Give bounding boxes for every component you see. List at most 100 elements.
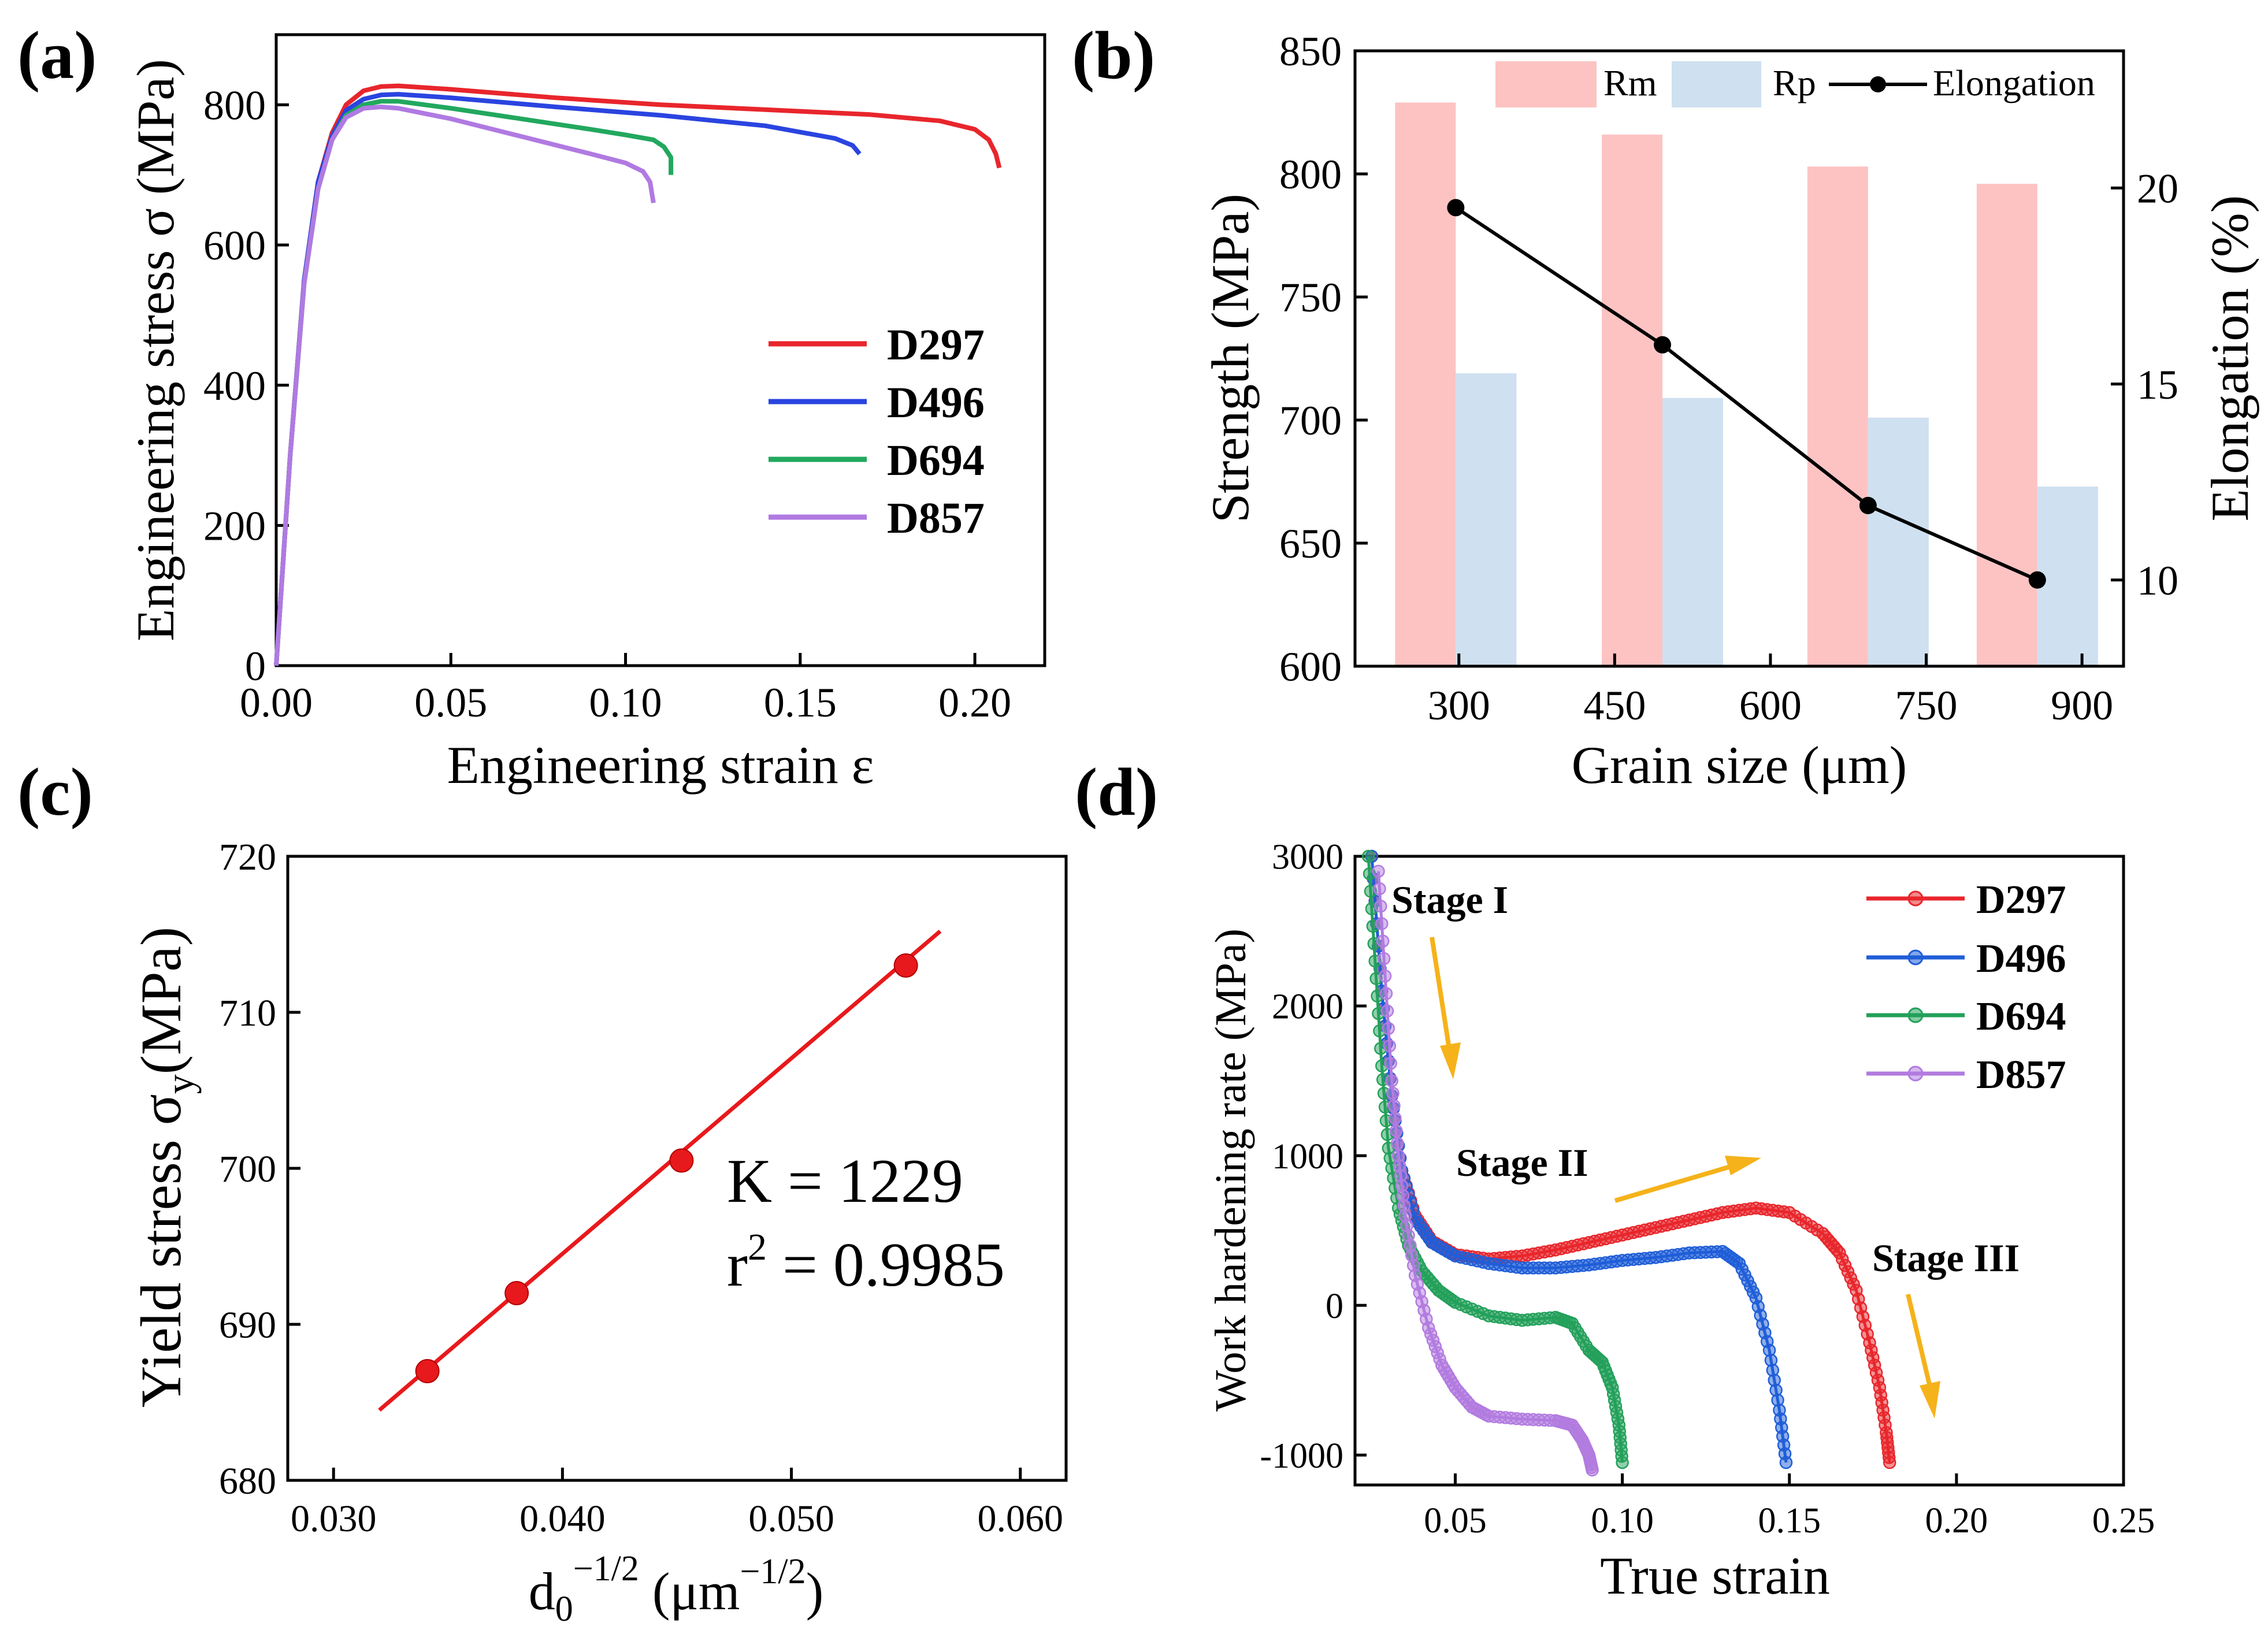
arrow-stage-ii-head	[1725, 1156, 1761, 1175]
series-line-d496	[274, 92, 862, 666]
legend-marker-d297	[1907, 890, 1924, 907]
arrow-stage-i-head	[1440, 1042, 1461, 1079]
series-line-elongation	[1454, 206, 2039, 582]
panel-a-plot-area	[274, 83, 1002, 666]
series-point-d857	[1389, 1112, 1402, 1125]
point-elongation	[1859, 496, 1877, 514]
xl-rest: (μm	[639, 1562, 740, 1621]
legend-marker-d857	[1907, 1065, 1924, 1082]
y-tick-label: 690	[219, 1304, 276, 1346]
series-point-d857	[1384, 1057, 1397, 1070]
series-point-d857	[1379, 987, 1393, 1000]
panel-c-x-axis-label: d0−1/2 (μm−1/2)	[529, 1549, 824, 1629]
legend-label-d496: D496	[887, 378, 985, 427]
x-tick-label: 600	[1739, 682, 1802, 729]
data-point	[893, 953, 918, 978]
yl-main: Yield stress σ	[129, 1094, 193, 1408]
series-line-d694	[274, 99, 674, 666]
series-point-d857	[1586, 1463, 1599, 1477]
series-point-d694	[1361, 849, 1375, 863]
y-tick-label: 800	[1279, 151, 1342, 198]
xl-sup2: −1/2	[740, 1552, 806, 1591]
bar-rp	[2037, 487, 2098, 666]
annotation-stage-iii: Stage III	[1872, 1236, 2020, 1280]
y-tick-label: 800	[203, 83, 266, 129]
y-tick-label: 700	[219, 1148, 276, 1190]
x-tick-label: 900	[2051, 682, 2113, 729]
panel-a-y-axis-label: Engineering stress σ (MPa)	[126, 59, 185, 641]
panel-d-work-hardening: 0.05 0.10 0.15 0.20 0.25 -10000100020003000 …	[1207, 838, 2155, 1605]
series-point-d857	[1383, 1039, 1397, 1053]
series-point-d857	[1386, 1086, 1400, 1100]
panel-c-plot-area	[378, 929, 942, 1412]
x-tick-label: 0.060	[978, 1498, 1064, 1540]
bar-rp	[1662, 398, 1723, 666]
x-tick-label: 0.15	[1758, 1501, 1821, 1540]
panel-b-y2-axis-label: Elongation (%)	[2200, 195, 2259, 522]
y-tick-label: 600	[1279, 644, 1342, 690]
r2-rest: = 0.9985	[767, 1231, 1005, 1299]
x-tick-label: 0.00	[240, 680, 313, 726]
panel-b-y2-ticks: 10 15 20	[2111, 166, 2178, 604]
x-tick-label: 0.25	[2092, 1501, 2155, 1540]
panel-d-legend: D297 D496 D694 D857	[1866, 878, 2066, 1097]
series-point-d857	[1390, 1124, 1403, 1138]
y-tick-label: 400	[203, 363, 266, 409]
data-point	[669, 1148, 694, 1173]
y-tick-label: 750	[1279, 274, 1342, 321]
panel-a-frame	[274, 33, 1046, 667]
panel-label-a: (a)	[17, 17, 97, 93]
series-line-d297	[274, 83, 1002, 666]
panel-a-x-axis-label: Engineering strain ε	[447, 736, 874, 794]
x-tick-label: 450	[1583, 682, 1646, 729]
panel-a-x-ticks: 0.00 0.05 0.10 0.15 0.20	[240, 653, 1011, 726]
y-tick-label: 650	[1279, 521, 1342, 567]
series-point-d857	[1380, 1004, 1394, 1018]
bar-rm	[1807, 166, 1868, 667]
panel-b-frame	[1353, 49, 2125, 668]
legend-swatch-rm	[1495, 61, 1597, 107]
bar-rm	[1602, 134, 1662, 667]
x-tick-label: 0.030	[291, 1498, 377, 1540]
series-point-d297	[1883, 1456, 1896, 1469]
series-point-d857	[1385, 1074, 1398, 1087]
arrow-stage-ii-shaft	[1614, 1164, 1734, 1203]
y-tick-label: 600	[203, 222, 266, 269]
legend-marker-d694	[1907, 1007, 1924, 1023]
bar-rp	[1456, 373, 1517, 666]
xl-main: d	[529, 1562, 555, 1621]
y-tick-label: 850	[1279, 28, 1342, 75]
arrow-stage-iii-head	[1920, 1381, 1940, 1419]
y-tick-label: 0	[245, 643, 266, 689]
series-point-d857	[1378, 969, 1392, 983]
legend-label-d496: D496	[1976, 937, 2066, 981]
r2-sup: 2	[748, 1226, 767, 1268]
panel-a-legend: D297 D496 D694 D857	[769, 321, 985, 543]
x-tick-label: 0.10	[1591, 1501, 1654, 1540]
series-point-d857	[1372, 864, 1385, 878]
r2-main: r	[727, 1231, 748, 1299]
panel-d-x-axis-label: True strain	[1600, 1546, 1830, 1605]
y-tick-label: 710	[219, 992, 276, 1034]
legend-label-rm: Rm	[1603, 62, 1657, 103]
panel-b-plot-area	[1395, 102, 2098, 667]
xl-sup: −1/2	[573, 1549, 639, 1588]
legend-label-d297: D297	[887, 321, 985, 369]
series-point-d857	[1375, 917, 1389, 930]
y-tick-label: 0	[1326, 1287, 1343, 1326]
yl-end: (MPa)	[129, 927, 193, 1075]
panel-d-y-axis-label: Work hardening rate (MPa)	[1207, 929, 1255, 1412]
bar-rp	[1868, 417, 1929, 666]
yl-sub: y	[158, 1074, 202, 1094]
legend-label-d857: D857	[1976, 1053, 2066, 1097]
series-point-d857	[1374, 900, 1387, 913]
legend-swatch-rp	[1672, 61, 1761, 107]
x-tick-label: 0.15	[764, 680, 837, 726]
series-point-d857	[1377, 952, 1391, 966]
legend-marker-elongation	[1870, 76, 1886, 92]
y-tick-label: 200	[203, 503, 266, 549]
point-elongation	[1447, 199, 1465, 217]
panel-b-y-ticks: 600 650 700 750 800 850	[1279, 28, 1368, 690]
panel-d-x-ticks: 0.05 0.10 0.15 0.20 0.25	[1424, 1473, 2155, 1540]
bar-rm	[1395, 102, 1456, 666]
